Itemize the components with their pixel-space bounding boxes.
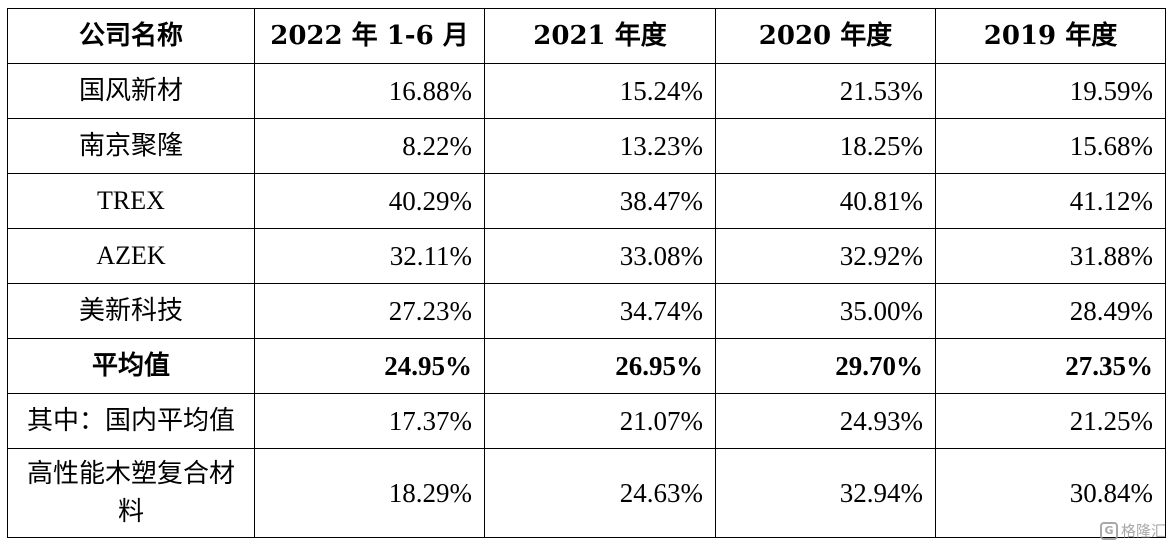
value-cell: 21.53% xyxy=(715,63,936,119)
value-cell: 32.92% xyxy=(715,228,936,284)
wpc-materials-label-cell: 高性能木塑复合材料 xyxy=(7,448,255,538)
header-2019: 2019 年度 xyxy=(935,8,1166,64)
company-name-cell: AZEK xyxy=(7,228,255,284)
table-row: AZEK 32.11% 33.08% 32.92% 31.88% xyxy=(7,228,1166,284)
table-row: 美新科技 27.23% 34.74% 35.00% 28.49% xyxy=(7,283,1166,339)
table-row: 南京聚隆 8.22% 13.23% 18.25% 15.68% xyxy=(7,118,1166,174)
watermark: G 格隆汇 xyxy=(1099,520,1166,541)
value-cell: 40.81% xyxy=(715,173,936,229)
value-cell: 19.59% xyxy=(935,63,1166,119)
company-name-cell: 国风新材 xyxy=(7,63,255,119)
average-row: 平均值 24.95% 26.95% 29.70% 27.35% xyxy=(7,338,1166,394)
company-name-cell: 南京聚隆 xyxy=(7,118,255,174)
value-cell: 32.94% xyxy=(715,448,936,538)
header-company-name: 公司名称 xyxy=(7,8,255,64)
company-name-cell: TREX xyxy=(7,173,255,229)
header-2021: 2021 年度 xyxy=(484,8,716,64)
value-cell: 24.93% xyxy=(715,393,936,449)
value-cell: 41.12% xyxy=(935,173,1166,229)
value-cell: 15.24% xyxy=(484,63,716,119)
average-value-cell: 24.95% xyxy=(254,338,485,394)
average-label-cell: 平均值 xyxy=(7,338,255,394)
value-cell: 28.49% xyxy=(935,283,1166,339)
value-cell: 21.25% xyxy=(935,393,1166,449)
table-row: TREX 40.29% 38.47% 40.81% 41.12% xyxy=(7,173,1166,229)
header-2022-h1: 2022 年 1-6 月 xyxy=(254,8,485,64)
value-cell: 8.22% xyxy=(254,118,485,174)
value-cell: 32.11% xyxy=(254,228,485,284)
value-cell: 40.29% xyxy=(254,173,485,229)
value-cell: 21.07% xyxy=(484,393,716,449)
value-cell: 31.88% xyxy=(935,228,1166,284)
value-cell: 34.74% xyxy=(484,283,716,339)
domestic-average-label-cell: 其中：国内平均值 xyxy=(7,393,255,449)
value-cell: 16.88% xyxy=(254,63,485,119)
header-2020: 2020 年度 xyxy=(715,8,936,64)
value-cell: 17.37% xyxy=(254,393,485,449)
value-cell: 33.08% xyxy=(484,228,716,284)
comparison-table: 公司名称 2022 年 1-6 月 2021 年度 2020 年度 2019 年… xyxy=(7,8,1166,538)
value-cell: 18.29% xyxy=(254,448,485,538)
value-cell: 15.68% xyxy=(935,118,1166,174)
value-cell: 30.84% xyxy=(935,448,1166,538)
company-name-cell: 美新科技 xyxy=(7,283,255,339)
value-cell: 24.63% xyxy=(484,448,716,538)
value-cell: 18.25% xyxy=(715,118,936,174)
average-value-cell: 29.70% xyxy=(715,338,936,394)
average-value-cell: 26.95% xyxy=(484,338,716,394)
value-cell: 35.00% xyxy=(715,283,936,339)
value-cell: 38.47% xyxy=(484,173,716,229)
value-cell: 27.23% xyxy=(254,283,485,339)
wpc-materials-row: 高性能木塑复合材料 18.29% 24.63% 32.94% 30.84% xyxy=(7,448,1166,538)
header-row: 公司名称 2022 年 1-6 月 2021 年度 2020 年度 2019 年… xyxy=(7,8,1166,64)
average-value-cell: 27.35% xyxy=(935,338,1166,394)
value-cell: 13.23% xyxy=(484,118,716,174)
watermark-text: 格隆汇 xyxy=(1120,522,1166,540)
domestic-average-row: 其中：国内平均值 17.37% 21.07% 24.93% 21.25% xyxy=(7,393,1166,449)
table-row: 国风新材 16.88% 15.24% 21.53% 19.59% xyxy=(7,63,1166,119)
watermark-logo-icon: G xyxy=(1099,521,1118,540)
